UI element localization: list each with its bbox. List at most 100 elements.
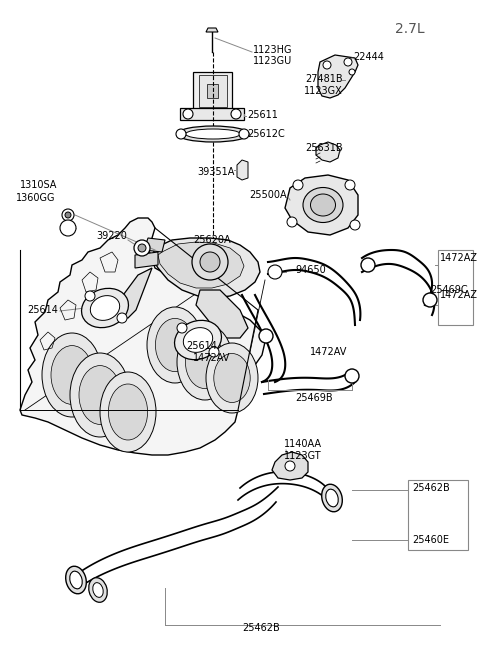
Polygon shape (110, 268, 152, 318)
Text: 25620A: 25620A (193, 235, 230, 245)
Circle shape (293, 180, 303, 190)
Text: 25469C: 25469C (430, 285, 468, 295)
Circle shape (183, 109, 193, 119)
Circle shape (62, 209, 74, 221)
Bar (438, 250, 473, 325)
Text: 1472AV: 1472AV (192, 353, 230, 363)
Ellipse shape (303, 187, 343, 223)
Text: 25631B: 25631B (305, 143, 343, 153)
Text: 25462B: 25462B (242, 623, 280, 633)
Ellipse shape (70, 353, 130, 437)
Polygon shape (20, 218, 265, 455)
Circle shape (349, 69, 355, 75)
Polygon shape (158, 242, 244, 288)
Text: 25611: 25611 (247, 110, 278, 120)
Text: 1360GG: 1360GG (16, 193, 56, 203)
Ellipse shape (177, 126, 249, 142)
Text: 25500A: 25500A (250, 190, 287, 200)
Text: 1123GX: 1123GX (304, 86, 343, 96)
Ellipse shape (100, 372, 156, 452)
Circle shape (138, 244, 146, 252)
Text: 1472AZ: 1472AZ (440, 290, 478, 300)
Text: 25614: 25614 (186, 341, 217, 351)
Ellipse shape (175, 320, 221, 360)
Ellipse shape (183, 328, 213, 352)
Ellipse shape (214, 354, 250, 403)
Text: 1472AZ: 1472AZ (440, 253, 478, 263)
Ellipse shape (177, 324, 233, 400)
Polygon shape (193, 72, 232, 110)
Text: 39220: 39220 (96, 231, 127, 241)
Text: 22444: 22444 (353, 52, 384, 62)
Ellipse shape (326, 489, 338, 507)
Ellipse shape (108, 384, 148, 440)
Circle shape (134, 240, 150, 256)
Circle shape (287, 217, 297, 227)
Polygon shape (206, 28, 218, 32)
Polygon shape (196, 290, 248, 338)
Ellipse shape (89, 578, 107, 603)
Circle shape (209, 347, 219, 357)
Ellipse shape (322, 484, 342, 512)
Circle shape (231, 109, 241, 119)
Circle shape (350, 220, 360, 230)
Text: 25462B: 25462B (412, 483, 450, 493)
Text: 1123GU: 1123GU (253, 56, 292, 66)
Polygon shape (152, 238, 260, 298)
Ellipse shape (311, 194, 336, 216)
Circle shape (117, 313, 127, 323)
Ellipse shape (66, 566, 86, 594)
Bar (207, 84, 218, 98)
Text: 1140AA: 1140AA (284, 439, 322, 449)
Circle shape (176, 129, 186, 139)
Ellipse shape (42, 333, 102, 417)
Text: 25612C: 25612C (247, 129, 285, 139)
Text: 1310SA: 1310SA (20, 180, 58, 190)
Text: 94650: 94650 (295, 265, 326, 275)
Text: 1123HG: 1123HG (253, 45, 292, 55)
Circle shape (65, 212, 71, 218)
Text: 25614: 25614 (27, 305, 58, 315)
Circle shape (192, 244, 228, 280)
Text: 25469B: 25469B (295, 393, 333, 403)
Polygon shape (135, 252, 158, 268)
Ellipse shape (70, 571, 82, 589)
Ellipse shape (93, 583, 103, 597)
Ellipse shape (90, 295, 120, 320)
Circle shape (60, 220, 76, 236)
Circle shape (423, 293, 437, 307)
Circle shape (85, 291, 95, 301)
Circle shape (259, 329, 273, 343)
Text: 1123GT: 1123GT (284, 451, 322, 461)
Circle shape (361, 258, 375, 272)
Circle shape (345, 369, 359, 383)
Ellipse shape (51, 346, 93, 404)
Circle shape (344, 58, 352, 66)
Ellipse shape (206, 343, 258, 413)
Text: 39351A: 39351A (198, 167, 235, 177)
Ellipse shape (82, 288, 129, 328)
Text: 27481B: 27481B (305, 74, 343, 84)
Circle shape (268, 265, 282, 279)
Polygon shape (272, 452, 308, 480)
Polygon shape (285, 175, 358, 235)
Ellipse shape (156, 318, 194, 371)
Ellipse shape (185, 335, 225, 388)
Polygon shape (199, 75, 227, 107)
Text: 1472AV: 1472AV (310, 347, 348, 357)
Polygon shape (237, 160, 248, 180)
Circle shape (285, 461, 295, 471)
Circle shape (345, 180, 355, 190)
Polygon shape (180, 108, 244, 120)
Circle shape (239, 129, 249, 139)
Circle shape (200, 252, 220, 272)
Ellipse shape (185, 129, 240, 139)
Text: 25460E: 25460E (412, 535, 449, 545)
Bar (408, 480, 468, 550)
Circle shape (177, 323, 187, 333)
Polygon shape (318, 55, 358, 98)
Ellipse shape (79, 365, 121, 424)
Polygon shape (144, 238, 165, 252)
Text: 2.7L: 2.7L (395, 22, 425, 36)
Ellipse shape (147, 307, 203, 383)
